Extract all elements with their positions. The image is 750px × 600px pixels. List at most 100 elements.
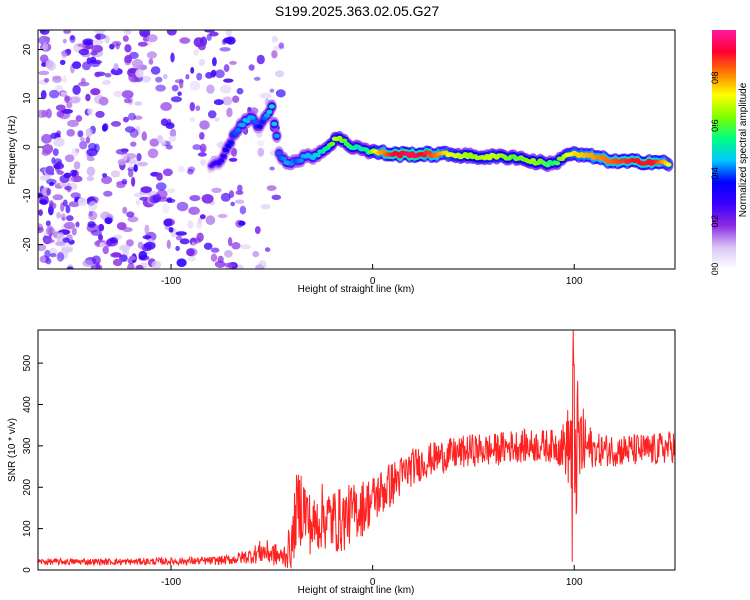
noise-blob — [213, 99, 224, 106]
ridge-core — [266, 109, 273, 115]
noise-blob — [127, 262, 135, 269]
noise-blob — [122, 227, 133, 233]
noise-blob — [199, 143, 207, 153]
noise-blob — [206, 84, 215, 94]
noise-blob — [140, 186, 152, 194]
noise-blob — [122, 35, 129, 42]
noise-blob — [150, 66, 161, 75]
noise-blob — [238, 220, 246, 226]
noise-blob — [45, 220, 51, 227]
y-tick-label: 200 — [22, 478, 33, 495]
noise-blob — [147, 34, 158, 43]
y-tick-label: -20 — [22, 237, 33, 252]
noise-blob — [133, 164, 138, 173]
noise-blob — [61, 51, 67, 59]
ridge-core — [256, 124, 263, 129]
noise-blob — [73, 161, 81, 170]
noise-blob — [38, 226, 44, 234]
noise-blob — [271, 50, 278, 59]
noise-blob — [219, 47, 231, 52]
noise-blob — [163, 218, 173, 227]
noise-blob — [49, 253, 57, 258]
noise-blob — [124, 30, 131, 33]
y-tick-label: 10 — [22, 92, 33, 104]
noise-blob — [178, 165, 185, 173]
noise-blob — [109, 237, 118, 244]
noise-blob — [121, 178, 128, 184]
noise-blob — [63, 30, 71, 34]
noise-blob — [110, 67, 123, 76]
ridge-core — [268, 104, 275, 109]
noise-blob — [111, 40, 122, 47]
noise-blob — [104, 35, 110, 44]
noise-blob — [175, 235, 183, 241]
noise-blob — [155, 76, 163, 83]
noise-blob — [189, 80, 201, 91]
ridge-core — [239, 122, 246, 128]
noise-blob — [237, 184, 243, 192]
noise-blob — [45, 165, 55, 175]
noise-blob — [71, 147, 79, 157]
noise-blob — [161, 139, 166, 146]
colorbar-tick-label: 0.4 — [710, 167, 720, 180]
noise-blob — [199, 120, 210, 130]
noise-blob — [224, 250, 233, 258]
ridge-core — [341, 138, 348, 143]
noise-blob — [171, 84, 179, 92]
noise-blob — [223, 78, 234, 83]
noise-blob — [228, 157, 238, 162]
noise-blob — [104, 72, 112, 78]
noise-blob — [45, 258, 52, 265]
noise-blob — [40, 90, 47, 100]
ridge-core — [264, 113, 270, 118]
noise-blob — [256, 54, 265, 65]
noise-blob — [137, 161, 148, 167]
ridge-core — [235, 128, 241, 133]
colorbar-tick-label: 0.0 — [710, 263, 720, 276]
spectrogram-x-label: Height of straight line (km) — [298, 284, 415, 295]
noise-blob — [162, 168, 173, 177]
noise-blob — [115, 148, 128, 155]
noise-blob — [133, 192, 144, 198]
noise-blob — [155, 182, 167, 191]
noise-blob — [122, 206, 128, 214]
noise-blob — [240, 244, 252, 250]
ridge-core — [297, 158, 304, 163]
noise-blob — [138, 250, 148, 260]
colorbar-tick-label: 0.8 — [710, 72, 720, 85]
noise-blob — [86, 166, 96, 177]
noise-blob — [156, 172, 163, 181]
snr-line — [38, 330, 675, 569]
noise-blob — [152, 193, 162, 203]
ridge-core — [225, 143, 232, 149]
noise-blob — [56, 211, 61, 219]
noise-blob — [206, 33, 212, 41]
noise-blob — [61, 108, 73, 114]
noise-blob — [39, 199, 48, 205]
noise-blob — [59, 174, 70, 184]
noise-blob — [90, 229, 102, 236]
noise-blob — [210, 70, 216, 78]
noise-blob — [72, 84, 81, 95]
ridge-core — [222, 147, 229, 153]
x-tick-label: 0 — [370, 577, 376, 588]
colorbar-label: Normalized spectral amplitude — [738, 82, 749, 217]
noise-blob — [53, 164, 60, 169]
noise-blob — [44, 249, 51, 259]
noise-blob — [168, 227, 174, 233]
noise-blob — [75, 221, 80, 228]
noise-blob — [137, 41, 148, 47]
noise-blob — [231, 242, 241, 250]
noise-blob — [94, 33, 106, 40]
ridge-core — [665, 162, 672, 167]
ridge-core — [220, 154, 227, 159]
noise-blob — [141, 75, 152, 83]
ridge-core — [276, 151, 283, 156]
noise-blob — [62, 75, 67, 84]
colorbar-gradient — [712, 30, 736, 269]
noise-blob — [65, 204, 71, 214]
noise-blob — [66, 266, 74, 269]
noise-blob — [146, 51, 157, 59]
noise-blob — [257, 147, 265, 157]
noise-blob — [87, 156, 95, 162]
